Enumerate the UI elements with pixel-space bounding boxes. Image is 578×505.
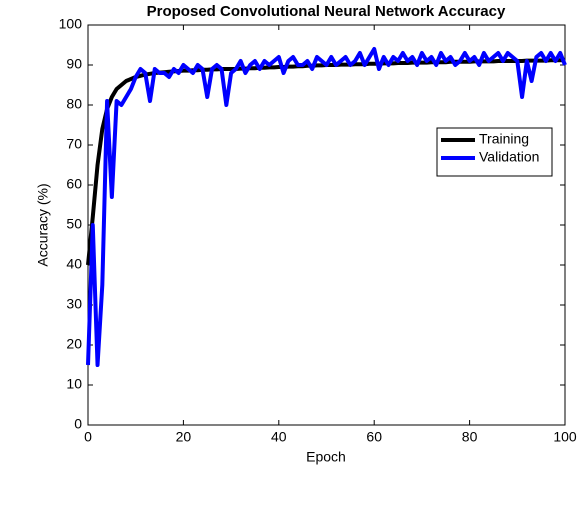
y-tick-label: 60 <box>66 176 82 192</box>
y-tick-label: 50 <box>66 216 82 232</box>
x-tick-label: 60 <box>366 429 382 445</box>
x-tick-label: 40 <box>271 429 287 445</box>
y-tick-label: 100 <box>59 16 83 32</box>
y-tick-label: 80 <box>66 96 82 112</box>
legend-label: Validation <box>479 149 539 165</box>
line-series <box>86 47 567 367</box>
chart-title: Proposed Convolutional Neural Network Ac… <box>147 3 506 20</box>
y-tick-label: 0 <box>74 416 82 432</box>
y-tick-label: 10 <box>66 376 82 392</box>
x-tick-label: 0 <box>84 429 92 445</box>
plot-frame <box>87 24 566 426</box>
y-tick-label: 30 <box>66 296 82 312</box>
y-tick-label: 90 <box>66 56 82 72</box>
y-tick-label: 70 <box>66 136 82 152</box>
y-tick-label: 40 <box>66 256 82 272</box>
x-tick-label: 100 <box>553 429 577 445</box>
legend-box <box>436 127 553 177</box>
x-tick-label: 80 <box>462 429 478 445</box>
y-tick-label: 20 <box>66 336 82 352</box>
y-axis-label: Accuracy (%) <box>35 183 51 266</box>
x-axis-label: Epoch <box>306 449 346 465</box>
x-tick-label: 20 <box>176 429 192 445</box>
legend-label: Training <box>479 131 529 147</box>
